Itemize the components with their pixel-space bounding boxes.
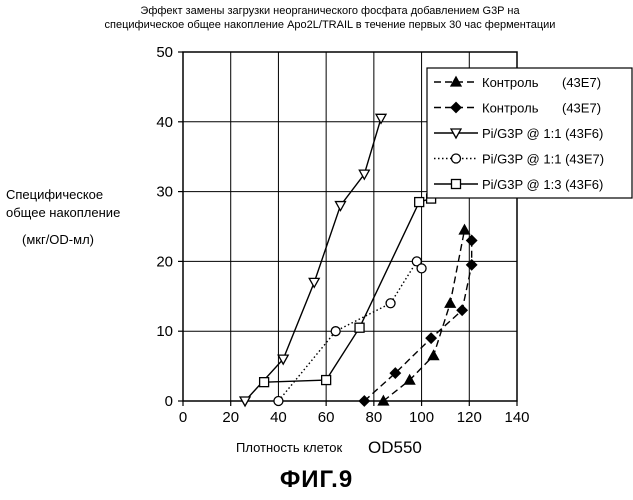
data-point (457, 305, 467, 315)
data-point (417, 264, 426, 273)
data-point (274, 397, 283, 406)
legend-marker (452, 154, 461, 163)
data-point (445, 298, 455, 307)
y-tick-label: 10 (156, 323, 173, 340)
legend-label: Контроль (43E7) (482, 101, 601, 116)
data-point (429, 351, 439, 360)
series-3 (240, 114, 386, 406)
y-tick-label: 40 (156, 114, 173, 131)
legend-tag: (43E7) (562, 75, 601, 90)
x-tick-label: 20 (222, 409, 239, 426)
data-point (415, 198, 424, 207)
data-point (467, 235, 477, 245)
x-axis-unit: OD550 (368, 438, 422, 457)
legend-tag: (43F6) (565, 177, 603, 192)
legend-tag: (43E7) (562, 101, 601, 116)
x-tick-label: 80 (366, 409, 383, 426)
data-point (355, 323, 364, 332)
x-tick-label: 40 (270, 409, 287, 426)
x-tick-label: 140 (504, 409, 529, 426)
data-point (460, 225, 470, 234)
y-tick-label: 20 (156, 253, 173, 270)
x-tick-label: 100 (409, 409, 434, 426)
y-tick-label: 30 (156, 184, 173, 201)
legend: Контроль (43E7) Контроль (43E7) Pi/G3P @ 1… (427, 68, 632, 198)
y-tick-label: 50 (156, 44, 173, 61)
x-tick-label: 60 (318, 409, 335, 426)
series-line (245, 118, 381, 401)
x-tick-label: 0 (179, 409, 187, 426)
y-tick-label: 0 (165, 393, 173, 410)
data-point (426, 333, 436, 343)
legend-label: Pi/G3P @ 1:1 (43F6) (482, 126, 603, 141)
legend-tag: (43E7) (565, 152, 604, 167)
x-axis-label: Плотность клеток (236, 440, 342, 455)
data-point (309, 278, 319, 287)
data-point (331, 327, 340, 336)
data-point (322, 376, 331, 385)
legend-label: Pi/G3P @ 1:3 (43F6) (482, 177, 603, 192)
x-tick-label: 120 (457, 409, 482, 426)
data-point (335, 202, 345, 211)
legend-label: Pi/G3P @ 1:1 (43E7) (482, 152, 604, 167)
data-point (260, 378, 269, 387)
legend-label: Контроль (43E7) (482, 75, 601, 90)
figure-label: ФИГ.9 (0, 466, 633, 494)
legend-tag: (43F6) (565, 126, 603, 141)
data-point (386, 299, 395, 308)
legend-marker (452, 180, 461, 189)
